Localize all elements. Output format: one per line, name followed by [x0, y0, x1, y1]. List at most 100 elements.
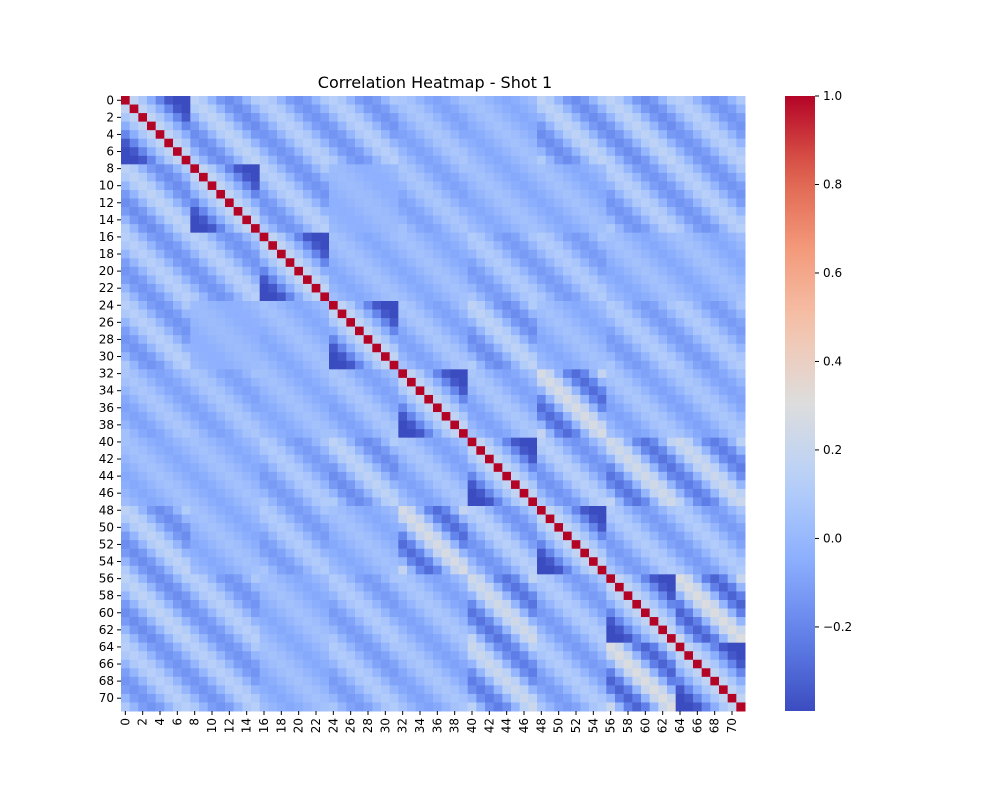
heatmap-cell [606, 608, 616, 618]
heatmap-cell [329, 189, 339, 199]
heatmap-cell [268, 283, 278, 293]
heatmap-cell [606, 531, 616, 541]
heatmap-cell [372, 96, 382, 106]
heatmap-cell [606, 318, 616, 328]
heatmap-cell [528, 138, 538, 148]
heatmap-cell [502, 309, 512, 319]
heatmap-cell [242, 292, 252, 302]
heatmap-cell [554, 599, 564, 609]
heatmap-cell [511, 266, 521, 276]
heatmap-cell [277, 318, 287, 328]
heatmap-cell [519, 471, 529, 481]
heatmap-cell [632, 412, 642, 422]
heatmap-cell [606, 352, 616, 362]
heatmap-cell [675, 514, 685, 524]
heatmap-cell [545, 207, 555, 217]
heatmap-cell [294, 617, 304, 627]
heatmap-cell [641, 659, 651, 669]
heatmap-cell [311, 540, 321, 550]
heatmap-cell [285, 215, 295, 225]
heatmap-cell [164, 113, 174, 123]
heatmap-cell [684, 668, 694, 678]
heatmap-cell [710, 523, 720, 533]
heatmap-cell [407, 668, 417, 678]
heatmap-cell [450, 617, 460, 627]
heatmap-cell [207, 172, 217, 182]
heatmap-cell [381, 548, 391, 558]
heatmap-cell [355, 582, 365, 592]
heatmap-cell [424, 377, 434, 387]
heatmap-cell [199, 437, 209, 447]
heatmap-cell [363, 224, 373, 234]
heatmap-cell [121, 198, 131, 208]
heatmap-cell [493, 617, 503, 627]
heatmap-cell [727, 582, 737, 592]
heatmap-cell [433, 608, 443, 618]
heatmap-cell [303, 676, 313, 686]
heatmap-cell [719, 326, 729, 336]
heatmap-cell [381, 369, 391, 379]
heatmap-cell [329, 377, 339, 387]
heatmap-cell [277, 215, 287, 225]
heatmap-cell [701, 642, 711, 652]
heatmap-cell [242, 531, 252, 541]
heatmap-cell [303, 258, 313, 268]
heatmap-cell [173, 309, 183, 319]
heatmap-cell [268, 104, 278, 114]
heatmap-cell [190, 463, 200, 473]
heatmap-cell [173, 659, 183, 669]
heatmap-cell [502, 198, 512, 208]
heatmap-cell [147, 651, 157, 661]
heatmap-cell [649, 514, 659, 524]
heatmap-cell [684, 241, 694, 251]
heatmap-cell [207, 608, 217, 618]
heatmap-cell [329, 360, 339, 370]
heatmap-cell [675, 463, 685, 473]
heatmap-cell [259, 437, 269, 447]
heatmap-cell [242, 591, 252, 601]
heatmap-cell [398, 318, 408, 328]
heatmap-cell [138, 659, 148, 669]
heatmap-cell [537, 326, 547, 336]
heatmap-cell [589, 548, 599, 558]
heatmap-cell [528, 625, 538, 635]
heatmap-cell [363, 429, 373, 439]
heatmap-cell [649, 318, 659, 328]
heatmap-cell [493, 241, 503, 251]
heatmap-cell [372, 130, 382, 140]
heatmap-cell [580, 540, 590, 550]
heatmap-cell [719, 668, 729, 678]
heatmap-cell [225, 352, 235, 362]
heatmap-cell [433, 591, 443, 601]
heatmap-cell [433, 121, 443, 131]
heatmap-cell [615, 617, 625, 627]
heatmap-cell [389, 292, 399, 302]
heatmap-cell [563, 360, 573, 370]
heatmap-cell [528, 523, 538, 533]
heatmap-cell [259, 454, 269, 464]
heatmap-cell [329, 676, 339, 686]
heatmap-cell [389, 480, 399, 490]
heatmap-cell [251, 343, 261, 353]
heatmap-cell [381, 394, 391, 404]
heatmap-cell [502, 360, 512, 370]
heatmap-cell [311, 463, 321, 473]
heatmap-cell [675, 523, 685, 533]
heatmap-cell [129, 207, 139, 217]
heatmap-cell [467, 429, 477, 439]
heatmap-cell [545, 377, 555, 387]
heatmap-cell [580, 659, 590, 669]
heatmap-cell [511, 429, 521, 439]
heatmap-cell [511, 164, 521, 174]
heatmap-cell [311, 343, 321, 353]
heatmap-cell [424, 540, 434, 550]
heatmap-cell [355, 224, 365, 234]
heatmap-cell [537, 412, 547, 422]
heatmap-cell [259, 386, 269, 396]
heatmap-cell [424, 266, 434, 276]
heatmap-cell [519, 207, 529, 217]
heatmap-cell [519, 181, 529, 191]
heatmap-cell [199, 198, 209, 208]
heatmap-cell [155, 634, 165, 644]
heatmap-cell [450, 651, 460, 661]
